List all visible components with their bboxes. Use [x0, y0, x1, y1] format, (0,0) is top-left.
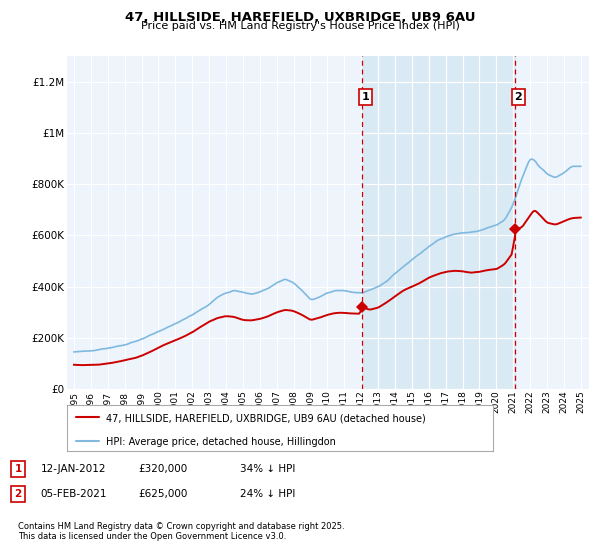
Text: 2: 2: [14, 489, 22, 499]
Bar: [362, 56, 515, 389]
Text: 47, HILLSIDE, HAREFIELD, UXBRIDGE, UB9 6AU: 47, HILLSIDE, HAREFIELD, UXBRIDGE, UB9 6…: [125, 11, 475, 24]
Text: 24% ↓ HPI: 24% ↓ HPI: [240, 489, 295, 499]
Text: 1: 1: [14, 464, 22, 474]
Text: 47, HILLSIDE, HAREFIELD, UXBRIDGE, UB9 6AU (detached house): 47, HILLSIDE, HAREFIELD, UXBRIDGE, UB9 6…: [106, 414, 425, 424]
Text: Price paid vs. HM Land Registry's House Price Index (HPI): Price paid vs. HM Land Registry's House …: [140, 21, 460, 31]
Text: £320,000: £320,000: [138, 464, 187, 474]
Text: £625,000: £625,000: [138, 489, 187, 499]
Text: HPI: Average price, detached house, Hillingdon: HPI: Average price, detached house, Hill…: [106, 437, 335, 447]
Text: Contains HM Land Registry data © Crown copyright and database right 2025.
This d: Contains HM Land Registry data © Crown c…: [18, 522, 344, 542]
Text: 12-JAN-2012: 12-JAN-2012: [41, 464, 106, 474]
Text: 2: 2: [514, 92, 522, 102]
Text: 34% ↓ HPI: 34% ↓ HPI: [240, 464, 295, 474]
Text: 05-FEB-2021: 05-FEB-2021: [41, 489, 107, 499]
Text: 1: 1: [361, 92, 369, 102]
